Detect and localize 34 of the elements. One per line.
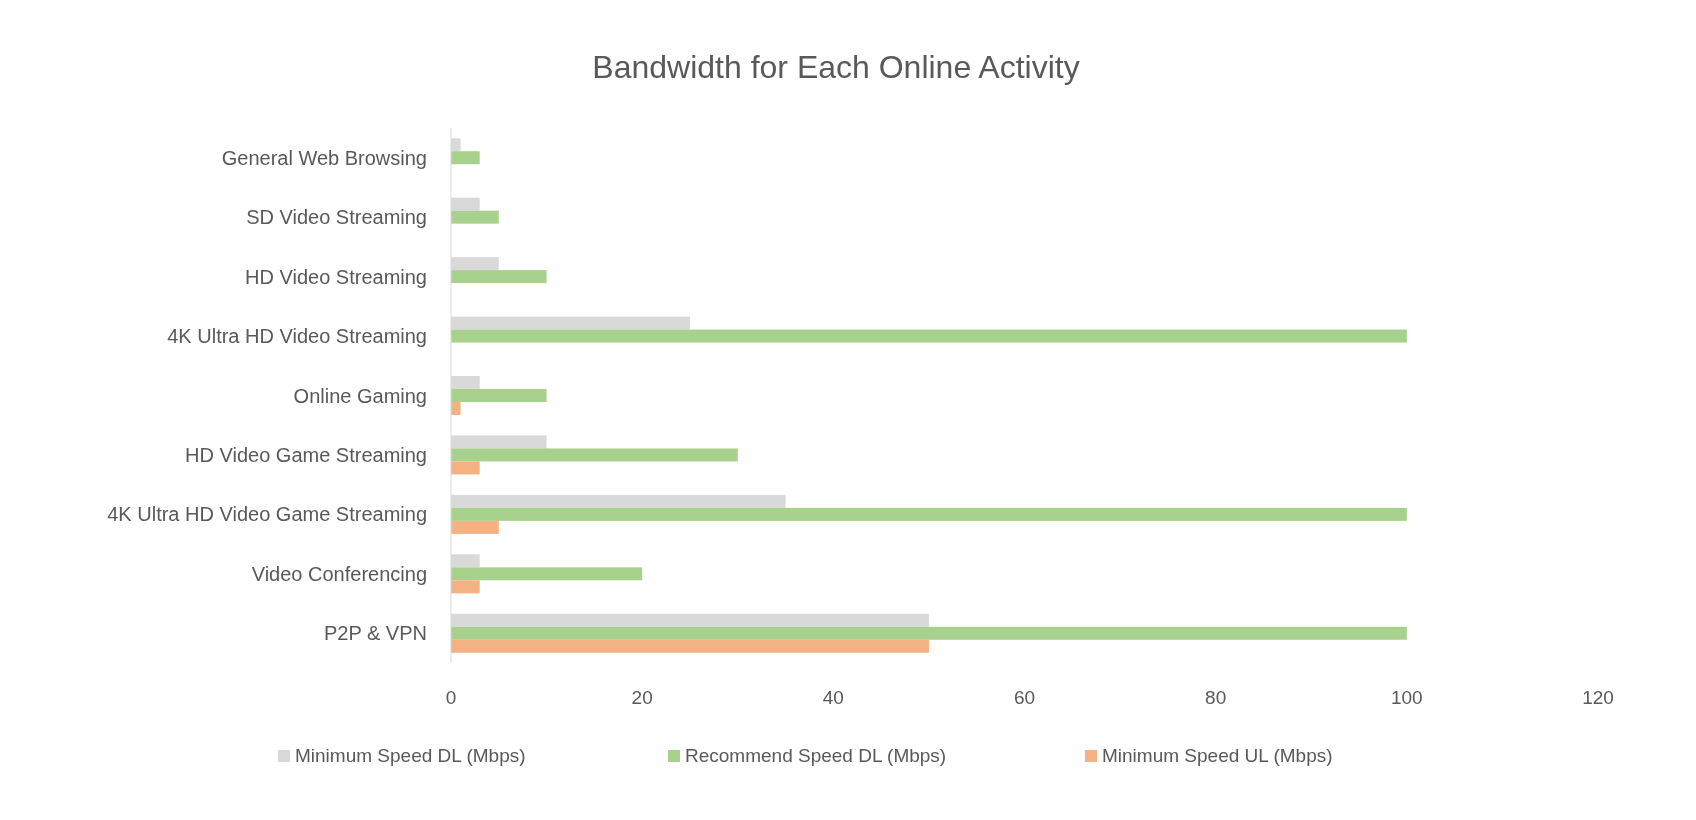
bar [451, 270, 547, 284]
y-tick-label: Online Gaming [293, 384, 427, 407]
y-tick-label: General Web Browsing [221, 146, 427, 169]
x-tick-label: 20 [631, 687, 653, 708]
bar [451, 639, 929, 653]
x-tick-label: 80 [1205, 687, 1227, 708]
bar [451, 567, 643, 581]
y-tick-label: 4K Ultra HD Video Streaming [167, 325, 427, 348]
x-tick-label: 40 [822, 687, 844, 708]
legend-label: Recommend Speed DL (Mbps) [685, 745, 947, 766]
y-tick-label: HD Video Game Streaming [185, 443, 427, 466]
bar [451, 448, 738, 462]
y-tick-label: SD Video Streaming [246, 206, 427, 229]
bar [451, 402, 461, 415]
bar [451, 626, 1407, 640]
x-tick-label: 100 [1390, 687, 1423, 708]
x-tick-label: 0 [445, 687, 457, 708]
bar [451, 507, 1407, 521]
bar [451, 461, 480, 475]
bar [451, 389, 547, 402]
legend-label: Minimum Speed DL (Mbps) [295, 745, 526, 766]
bar [451, 520, 499, 534]
y-tick-label: Video Conferencing [251, 562, 427, 585]
bar [451, 151, 480, 165]
x-tick-label: 60 [1013, 687, 1036, 708]
y-tick-label: 4K Ultra HD Video Game Streaming [107, 503, 427, 526]
bar [451, 580, 480, 594]
bar [451, 329, 1407, 343]
bar [451, 210, 499, 224]
chart-title: Bandwidth for Each Online Activity [592, 49, 1080, 85]
x-tick-label: 120 [1582, 687, 1614, 708]
y-tick-label: P2P & VPN [323, 622, 427, 645]
y-tick-label: HD Video Streaming [245, 265, 427, 288]
legend-label: Minimum Speed UL (Mbps) [1102, 745, 1333, 766]
